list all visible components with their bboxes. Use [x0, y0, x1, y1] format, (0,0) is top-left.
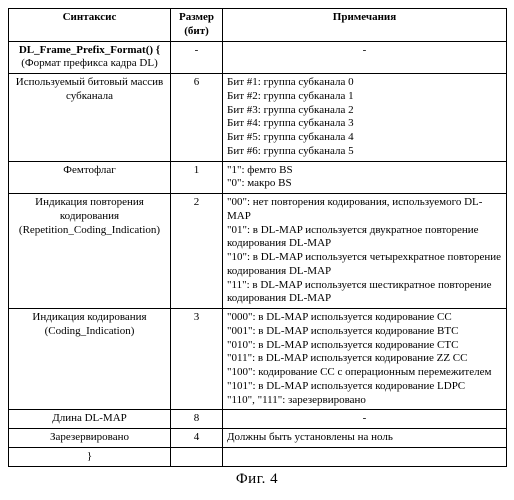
cell-syntax: Зарезервировано [9, 429, 171, 448]
cell-size: 8 [171, 410, 223, 429]
note-line: - [227, 44, 502, 58]
cell-syntax: Индикация повторения кодирования(Repetit… [9, 194, 171, 309]
cell-size: 1 [171, 161, 223, 194]
table-row: Фемтофлаг1"1": фемто BS"0": макро BS [9, 161, 507, 194]
note-line: "00": нет повторения кодирования, исполь… [227, 196, 502, 224]
note-line: "110", "111": зарезервировано [227, 394, 502, 408]
cell-notes: Должны быть установлены на ноль [223, 429, 507, 448]
note-line: - [227, 412, 502, 426]
table-row: Индикация повторения кодирования(Repetit… [9, 194, 507, 309]
note-line: "1": фемто BS [227, 164, 502, 178]
syntax-table: Синтаксис Размер (бит) Примечания DL_Fra… [8, 8, 507, 467]
syntax-sub: (Coding_Indication) [13, 325, 166, 339]
syntax-text: Длина DL-MAP [13, 412, 166, 426]
table-row: Индикация кодирования(Coding_Indication)… [9, 309, 507, 410]
note-line: Бит #6: группа субканала 5 [227, 145, 502, 159]
note-line: Бит #2: группа субканала 1 [227, 90, 502, 104]
cell-notes: - [223, 41, 507, 74]
table-row: DL_Frame_Prefix_Format() {(Формат префик… [9, 41, 507, 74]
cell-notes: - [223, 410, 507, 429]
table-row: } [9, 447, 507, 466]
cell-syntax: Фемтофлаг [9, 161, 171, 194]
syntax-text: Зарезервировано [13, 431, 166, 445]
note-line: "100": кодирование CC с операционным пер… [227, 366, 502, 380]
cell-syntax: Используемый битовый массив субканала [9, 74, 171, 162]
cell-size: - [171, 41, 223, 74]
cell-syntax: Длина DL-MAP [9, 410, 171, 429]
header-syntax: Синтаксис [9, 9, 171, 42]
cell-syntax: DL_Frame_Prefix_Format() {(Формат префик… [9, 41, 171, 74]
cell-notes [223, 447, 507, 466]
syntax-bold: DL_Frame_Prefix_Format() { [19, 44, 160, 56]
note-line: "11": в DL-MAP используется шестикратное… [227, 279, 502, 307]
note-line: "01": в DL-MAP используется двукратное п… [227, 224, 502, 252]
syntax-text: Индикация повторения кодирования [13, 196, 166, 224]
note-line: Бит #4: группа субканала 3 [227, 117, 502, 131]
note-line: "010": в DL-MAP используется кодирование… [227, 339, 502, 353]
cell-size: 4 [171, 429, 223, 448]
table-body: DL_Frame_Prefix_Format() {(Формат префик… [9, 41, 507, 466]
note-line: "10": в DL-MAP используется четырехкратн… [227, 251, 502, 279]
note-line: Должны быть установлены на ноль [227, 431, 502, 445]
note-line: Бит #5: группа субканала 4 [227, 131, 502, 145]
syntax-text: } [13, 450, 166, 464]
table-header-row: Синтаксис Размер (бит) Примечания [9, 9, 507, 42]
cell-size: 3 [171, 309, 223, 410]
syntax-text: Используемый битовый массив субканала [13, 76, 166, 104]
note-line: Бит #1: группа субканала 0 [227, 76, 502, 90]
syntax-text: Фемтофлаг [13, 164, 166, 178]
table-row: Используемый битовый массив субканала6Би… [9, 74, 507, 162]
table-row: Зарезервировано 4 Должны быть установлены … [9, 429, 507, 448]
note-line: "0": макро BS [227, 177, 502, 191]
note-line: "101": в DL-MAP используется кодирование… [227, 380, 502, 394]
note-line: "000": в DL-MAP используется кодирование… [227, 311, 502, 325]
cell-syntax: Индикация кодирования(Coding_Indication) [9, 309, 171, 410]
cell-notes: "00": нет повторения кодирования, исполь… [223, 194, 507, 309]
cell-size [171, 447, 223, 466]
cell-syntax: } [9, 447, 171, 466]
cell-notes: Бит #1: группа субканала 0Бит #2: группа… [223, 74, 507, 162]
syntax-text: Индикация кодирования [13, 311, 166, 325]
header-size: Размер (бит) [171, 9, 223, 42]
note-line: Бит #3: группа субканала 2 [227, 104, 502, 118]
table-row: Длина DL-MAP 8- [9, 410, 507, 429]
cell-size: 6 [171, 74, 223, 162]
note-line: "001": в DL-MAP используется кодирование… [227, 325, 502, 339]
cell-size: 2 [171, 194, 223, 309]
syntax-sub: (Формат префикса кадра DL) [13, 57, 166, 71]
cell-notes: "1": фемто BS"0": макро BS [223, 161, 507, 194]
figure-caption: Фиг. 4 [8, 471, 506, 488]
cell-notes: "000": в DL-MAP используется кодирование… [223, 309, 507, 410]
syntax-sub: (Repetition_Coding_Indication) [13, 224, 166, 238]
header-notes: Примечания [223, 9, 507, 42]
note-line: "011": в DL-MAP используется кодирование… [227, 352, 502, 366]
